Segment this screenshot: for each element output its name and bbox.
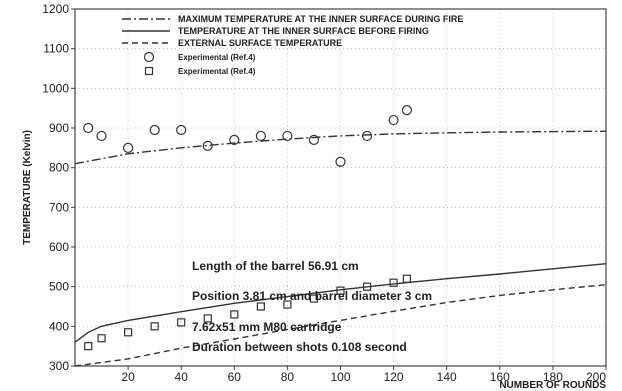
y-axis-label: TEMPERATURE (Kelvin) [22,130,33,245]
marker-circle [308,134,320,145]
x-tick-label: 180 [543,370,563,384]
legend-label: MAXIMUM TEMPERATURE AT THE INNER SURFACE… [178,14,463,24]
y-tick-label: 600 [49,240,69,254]
markers [83,105,412,351]
marker-circle [335,156,346,167]
y-tick-label: 700 [49,200,69,214]
marker-circle [123,142,134,153]
marker-square [177,318,186,327]
y-tick-label: 900 [49,121,69,135]
marker-square [402,274,411,283]
marker-square [309,294,319,303]
y-tick-label: 1000 [42,81,69,95]
marker-circle [149,124,160,136]
annotation-text: 7.62x51 mm M80 cartridge [192,320,342,334]
legend-label: TEMPERATURE AT THE INNER SURFACE BEFORE … [178,26,429,36]
x-tick-label: 80 [281,370,295,384]
x-tick-label: 140 [437,370,457,384]
marker-square [389,278,398,287]
series-line-solid [74,263,607,343]
marker-circle [255,130,266,142]
marker-square [150,322,159,331]
legend-label: Experimental (Ref.4) [178,67,256,76]
x-tick-label: 60 [228,370,242,384]
legend-marker-circle [143,51,155,63]
marker-circle [282,130,293,142]
annotations: Length of the barrel 56.91 cm Position 3.… [192,259,432,354]
legend: MAXIMUM TEMPERATURE AT THE INNER SURFACE… [122,14,463,76]
marker-circle [202,140,213,151]
annotation-text: Position 3.81 cm and barrel diameter 3 c… [192,289,432,303]
grid [75,8,607,367]
x-tick-label: 200 [586,370,606,384]
marker-circle [361,130,373,142]
x-tick-label: 160 [490,370,510,384]
x-tick-label: 20 [121,370,135,384]
marker-square [203,314,212,323]
plot-frame [74,8,607,367]
x-tick-label: 40 [175,370,189,384]
annotation-text: Length of the barrel 56.91 cm [192,259,359,273]
axis-ticks: 300 400 500 600 700 800 900 1000 1100 1200 20 40 60 8… [42,2,607,384]
x-tick-label: 100 [330,370,350,384]
y-tick-label: 1200 [42,2,69,16]
marker-square [84,342,93,351]
marker-circle [388,114,399,126]
legend-label: Experimental (Ref.4) [178,53,256,62]
annotation-text: Duration between shots 0.108 second [192,340,407,354]
marker-square [123,328,133,337]
y-tick-label: 400 [49,319,69,333]
legend-marker-square [144,66,154,76]
marker-circle [96,130,107,142]
series-lines [74,130,607,367]
marker-square [97,334,106,343]
marker-circle [83,122,94,134]
y-tick-label: 1100 [43,42,69,56]
marker-square [362,282,372,291]
marker-circle [401,105,412,116]
marker-square [256,302,265,311]
marker-square [230,310,239,319]
marker-circle [176,124,187,136]
marker-circle [229,134,240,145]
y-tick-label: 500 [49,280,69,294]
marker-square [336,286,345,295]
y-tick-label: 800 [49,161,69,175]
x-axis-label: NUMBER OF ROUNDS [499,380,606,391]
x-tick-label: 120 [384,370,404,384]
marker-square [283,300,292,309]
y-tick-label: 300 [49,359,69,373]
legend-label: EXTERNAL SURFACE TEMPERATURE [178,38,342,48]
series-line-dash-dot [74,130,607,165]
